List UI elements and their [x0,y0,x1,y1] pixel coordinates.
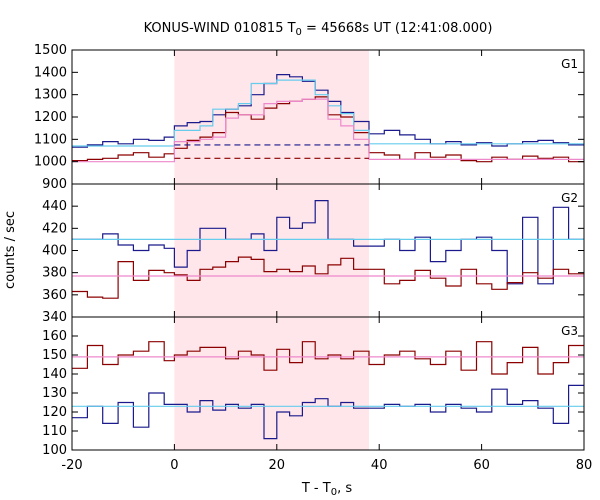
x-axis-label-main: T - T [301,481,331,496]
title-subscript: 0 [296,27,302,38]
panel-g2: 340 360 380 400 420 440 G2 [42,183,585,325]
panel-label: G1 [561,57,578,71]
y-tick-label: 1100 [34,132,67,147]
y-tick-label: 110 [42,424,67,439]
series-g2-red [72,256,584,299]
y-tick-label: 160 [42,329,67,344]
y-tick-label: 420 [42,221,67,236]
x-axis-label: T - T0, s [301,481,352,498]
y-tick-label: 140 [42,367,67,382]
y-tick-label: 900 [42,177,67,192]
x-axis-label-subscript: 0 [331,487,337,498]
title-main: KONUS-WIND 010815 T [144,21,296,36]
x-tick-label: 60 [473,458,490,473]
panel-label: G3 [561,324,578,338]
x-tick-label: -20 [61,458,82,473]
panel-frame [71,316,585,451]
x-tick-label: 20 [269,458,286,473]
y-tick-label: 1400 [34,65,67,80]
chart-title: KONUS-WIND 010815 T0 = 45668s UT (12:41:… [144,21,493,38]
panel-g1: 900 1000 1100 1200 1300 1400 1500 G1 [34,43,585,192]
burst-interval-shading [174,50,369,184]
y-tick-label: 1000 [34,155,67,170]
y-tick-label: 130 [42,386,67,401]
y-tick-label: 400 [42,244,67,259]
x-axis-ticks: -20 0 20 40 60 80 [61,458,592,473]
x-tick-label: 0 [170,458,178,473]
series-g1-red [72,96,584,163]
panel-label: G2 [561,191,578,205]
panel-g3: 100 110 120 130 140 150 160 G3 [42,316,585,458]
x-tick-label: 40 [371,458,388,473]
series-g3-red [72,341,584,375]
y-tick-label: 100 [42,443,67,458]
title-rest: = 45668s UT (12:41:08.000) [302,21,492,36]
y-tick-label: 440 [42,199,67,214]
series-g2-blue [72,200,584,285]
series-g1-pink [72,98,584,163]
series-g3-blue [72,384,584,440]
y-tick-label: 1200 [34,110,67,125]
y-tick-label: 380 [42,266,67,281]
y-tick-label: 150 [42,348,67,363]
panels-group: 900 1000 1100 1200 1300 1400 1500 G1 340 360 380 40… [34,43,585,458]
y-axis-label: counts / sec [3,211,18,289]
x-axis-label-rest: , s [337,481,352,496]
y-tick-label: 1300 [34,88,67,103]
y-tick-label: 1500 [34,43,67,58]
series-g1-cyan [72,79,584,147]
y-tick-label: 360 [42,288,67,303]
burst-interval-shading [174,317,369,450]
x-tick-label: 80 [576,458,593,473]
y-tick-label: 340 [42,310,67,325]
y-tick-label: 120 [42,405,67,420]
